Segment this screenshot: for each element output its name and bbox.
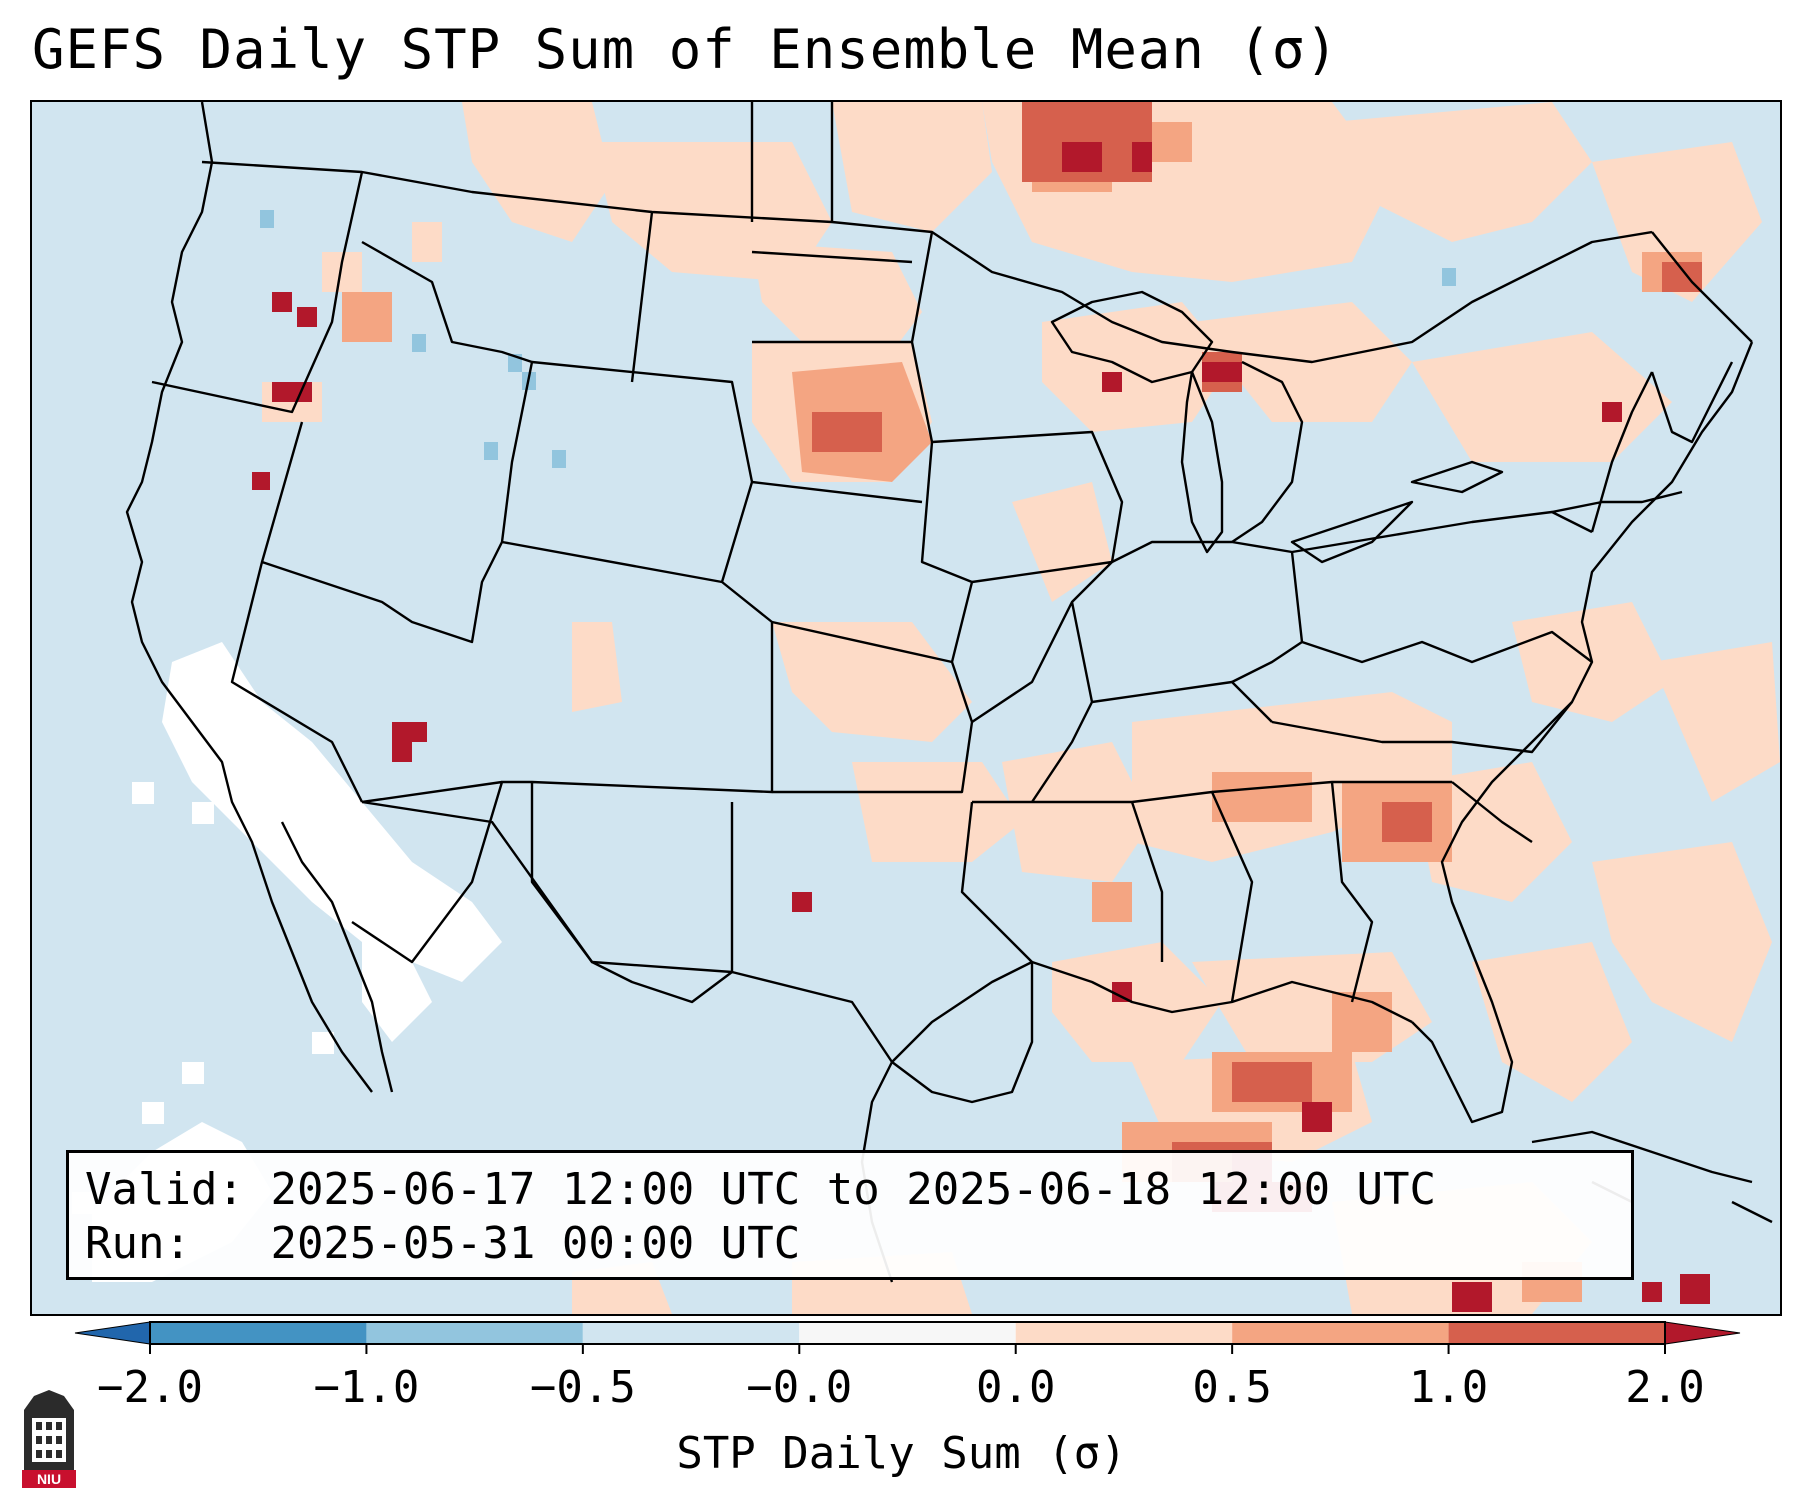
negative-cells bbox=[260, 210, 1456, 468]
lake-michigan bbox=[1180, 370, 1224, 554]
eastern-states bbox=[1111, 510, 1593, 1003]
run-value: 2025-05-31 00:00 UTC bbox=[270, 1218, 801, 1269]
logo-badge bbox=[22, 1470, 76, 1488]
valid-label: Valid: bbox=[85, 1164, 244, 1215]
colorbar-bin bbox=[1015, 1322, 1233, 1344]
colorbar-over-arrow bbox=[1664, 1321, 1741, 1345]
colorbar-tick-label: −2.0 bbox=[97, 1362, 203, 1413]
colorbar-tick-label: 2.0 bbox=[1625, 1362, 1705, 1413]
boundaries bbox=[125, 102, 1773, 1283]
colorbar-bin bbox=[1232, 1322, 1449, 1344]
great-lakes bbox=[1050, 290, 1214, 384]
map-panel bbox=[30, 100, 1782, 1316]
valid-run-info-box: Valid: 2025-06-17 12:00 UTC to 2025-06-1… bbox=[66, 1150, 1634, 1280]
canada-border-east bbox=[1651, 231, 1753, 343]
lake-ontario bbox=[1410, 460, 1504, 494]
run-row: Run: 2025-05-31 00:00 UTC bbox=[85, 1217, 1615, 1271]
niu-logo: NIU bbox=[22, 1390, 76, 1488]
light-positive-field bbox=[262, 102, 1780, 1314]
logo-text: NIU bbox=[37, 1471, 61, 1487]
colorbar-tick-label: 1.0 bbox=[1408, 1362, 1489, 1413]
canada-border bbox=[201, 160, 1653, 364]
colorbar-svg bbox=[74, 1321, 1741, 1354]
run-label: Run: bbox=[85, 1218, 191, 1269]
central-states bbox=[931, 430, 1273, 1003]
baja-coastline bbox=[280, 821, 394, 1093]
colorbar-bin bbox=[1448, 1322, 1665, 1344]
colorbar-tick-label: −0.5 bbox=[529, 1362, 636, 1413]
lake-huron-michigan-east bbox=[1231, 360, 1304, 543]
colorbar-under-arrow bbox=[74, 1321, 151, 1345]
pacific-coastline bbox=[125, 102, 373, 1093]
colorbar bbox=[0, 1318, 1803, 1438]
colorbar-bin bbox=[366, 1322, 583, 1344]
colorbar-label: STP Daily Sum (σ) bbox=[676, 1428, 1127, 1479]
colorbar-border bbox=[149, 1321, 1666, 1345]
valid-row: Valid: 2025-06-17 12:00 UTC to 2025-06-1… bbox=[85, 1163, 1615, 1217]
colorbar-bin bbox=[799, 1322, 1016, 1344]
colorbar-bin bbox=[150, 1322, 367, 1344]
valid-value: 2025-06-17 12:00 UTC to 2025-06-18 12:00… bbox=[270, 1164, 1437, 1215]
colorbar-tick-label: −1.0 bbox=[313, 1362, 420, 1413]
stp-map bbox=[32, 102, 1780, 1314]
colorbar-tick-label: 0.0 bbox=[975, 1362, 1056, 1413]
colorbar-tick-label: 0.5 bbox=[1192, 1362, 1272, 1413]
texas-border bbox=[731, 962, 1034, 1104]
colorbar-bin bbox=[582, 1322, 800, 1344]
map-title: GEFS Daily STP Sum of Ensemble Mean (σ) bbox=[32, 18, 1339, 81]
gulf-coastline bbox=[860, 960, 1413, 1283]
lake-erie bbox=[1290, 500, 1414, 564]
mexico-border bbox=[361, 800, 733, 1004]
new-england bbox=[1551, 361, 1734, 533]
colorbar-tick-label: −0.0 bbox=[746, 1362, 853, 1413]
